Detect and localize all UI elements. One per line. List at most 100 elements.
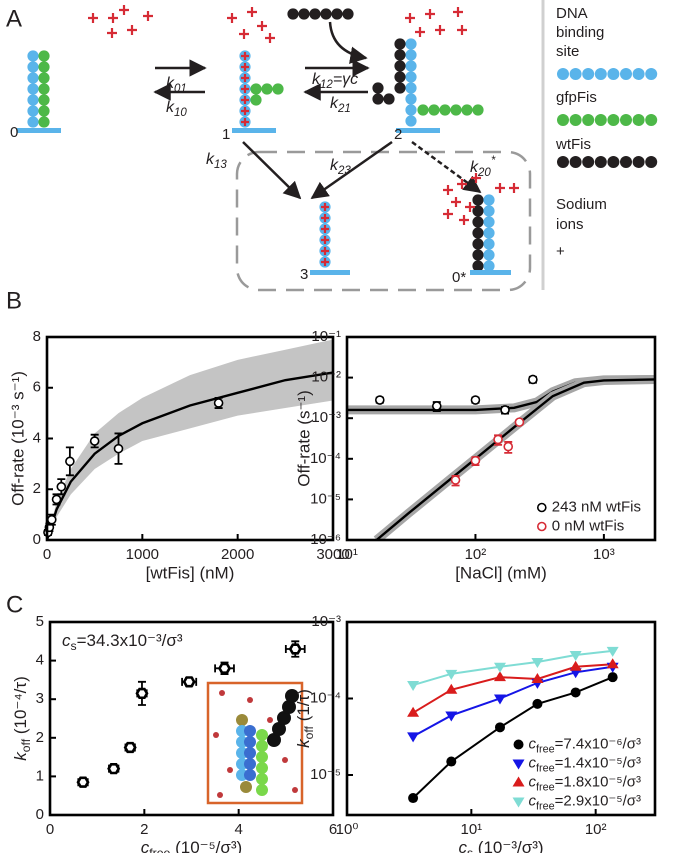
bead	[272, 83, 284, 95]
bead	[38, 105, 50, 117]
marker	[445, 711, 458, 722]
x-tick-label: 10²	[465, 546, 487, 563]
text-part: off	[302, 725, 316, 739]
legend-bead	[607, 68, 620, 80]
legend-bead	[582, 156, 595, 168]
series-line	[412, 663, 613, 714]
sodium-ion	[321, 236, 329, 244]
legend-bead	[645, 156, 658, 168]
x-tick-label: 2	[140, 821, 148, 838]
state-label: 3	[300, 266, 308, 283]
bead	[472, 249, 484, 261]
text-part: k	[312, 71, 321, 88]
text-part: =1.8x10⁻⁵/σ³	[555, 773, 641, 790]
plot-frame	[345, 620, 657, 817]
text-part: free	[536, 743, 555, 755]
sodium-ion	[241, 63, 249, 71]
y-tick-label: 8	[33, 328, 41, 345]
bead	[27, 50, 39, 62]
legend-bead	[620, 68, 632, 80]
text-part: 12	[320, 79, 333, 91]
text-part: c	[529, 754, 537, 771]
legend-marker	[512, 776, 525, 787]
text-part: 13	[214, 159, 227, 171]
sodium-ion	[241, 85, 249, 93]
sodium-ion	[425, 9, 435, 19]
bead	[250, 94, 262, 106]
marker	[407, 681, 420, 692]
legend-bead	[632, 68, 645, 80]
annotation: cs=34.3x10⁻³/σ³	[62, 631, 183, 653]
legend-label: cfree=1.4x10⁻⁵/σ³	[529, 754, 641, 774]
marker	[56, 481, 67, 492]
sodium-ion	[471, 173, 481, 183]
sodium-ion	[247, 7, 257, 17]
text-part: (10⁻³/σ³)	[473, 838, 543, 853]
y-tick-label: 5	[36, 613, 44, 630]
marker	[493, 671, 506, 682]
legend-label: cfree=1.8x10⁻⁵/σ³	[529, 773, 641, 793]
bead	[27, 116, 39, 128]
bead	[256, 751, 268, 763]
bead	[483, 238, 495, 250]
bead	[27, 72, 39, 84]
legend-bead	[569, 156, 582, 168]
marker	[408, 793, 419, 804]
x-tick-label: 2000	[221, 546, 254, 563]
y-tick-label: 6	[33, 379, 41, 396]
x-tick-label: 6	[329, 821, 337, 838]
bead	[483, 205, 495, 217]
legend-bead	[645, 68, 658, 80]
bead	[372, 82, 384, 94]
legend-label: cfree=2.9x10⁻⁵/σ³	[529, 792, 641, 812]
legend-label: 243 nM wtFis	[552, 498, 641, 515]
bead	[405, 82, 417, 94]
text-part: c	[529, 735, 537, 752]
bead	[244, 769, 256, 781]
bead	[27, 83, 39, 95]
y-tick-label: 10⁻⁵	[310, 766, 341, 783]
marker	[528, 374, 538, 385]
marker	[107, 763, 121, 775]
marker	[123, 741, 137, 754]
bead	[405, 115, 417, 127]
x-tick-label: 10⁰	[336, 821, 359, 838]
legend-bead	[557, 156, 569, 168]
sodium-ion	[415, 27, 425, 37]
dna-base	[470, 270, 511, 275]
legend: 243 nM wtFis 0 nM wtFis	[536, 498, 641, 534]
text-part: *	[491, 155, 496, 167]
panel-label: A	[6, 5, 22, 32]
marker	[431, 401, 442, 411]
x-tick-label: 3000	[316, 546, 349, 563]
bead	[405, 71, 417, 83]
marker	[531, 672, 544, 683]
y-axis-label: Off-rate (s⁻¹)	[294, 390, 313, 487]
bead	[483, 227, 495, 239]
sodium-ion	[495, 183, 505, 193]
text-part: c	[529, 773, 537, 790]
bead	[244, 725, 256, 737]
plot-frame	[48, 620, 335, 817]
marker	[135, 687, 149, 700]
text-part: c	[529, 792, 537, 809]
arrow	[310, 140, 393, 200]
text-part: 10	[174, 107, 187, 119]
marker	[51, 494, 62, 505]
plot-area	[412, 649, 614, 799]
chart: 0 1000 2000 3000 0 2 4 6 8 [wtFis] (nM) Off-rate (…	[8, 328, 349, 583]
bead	[256, 740, 268, 752]
rate-label: k12=γc	[312, 71, 358, 91]
bead	[394, 38, 406, 50]
sodium-ion	[321, 258, 329, 266]
legend-text: DNA	[556, 5, 588, 22]
sodium-ion	[435, 25, 445, 35]
bead	[256, 773, 268, 785]
dna-base	[232, 128, 276, 133]
marker	[493, 694, 506, 705]
arrow	[242, 141, 302, 200]
rate-label: k21	[330, 95, 351, 115]
x-axis-label: [NaCl] (mM)	[455, 563, 547, 582]
bead	[405, 38, 417, 50]
ion	[267, 717, 273, 723]
